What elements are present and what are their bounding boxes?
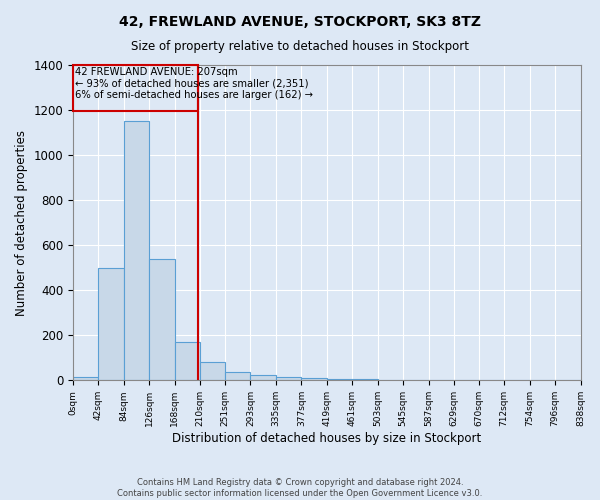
Bar [225,372,250,380]
Bar [175,342,200,380]
Text: 42, FREWLAND AVENUE, STOCKPORT, SK3 8TZ: 42, FREWLAND AVENUE, STOCKPORT, SK3 8TZ [119,15,481,29]
Text: Size of property relative to detached houses in Stockport: Size of property relative to detached ho… [131,40,469,53]
Bar [200,362,225,380]
X-axis label: Distribution of detached houses by size in Stockport: Distribution of detached houses by size … [172,432,481,445]
Bar [276,377,301,380]
Bar [301,378,327,380]
Text: 42 FREWLAND AVENUE: 207sqm
← 93% of detached houses are smaller (2,351)
6% of se: 42 FREWLAND AVENUE: 207sqm ← 93% of deta… [76,68,313,100]
Bar [98,268,124,380]
Bar [352,379,377,380]
Bar [149,258,175,380]
Bar [124,122,149,380]
Bar [73,377,98,380]
Bar [327,378,352,380]
Y-axis label: Number of detached properties: Number of detached properties [15,130,28,316]
Bar [250,374,276,380]
Bar [73,65,199,111]
Text: Contains HM Land Registry data © Crown copyright and database right 2024.
Contai: Contains HM Land Registry data © Crown c… [118,478,482,498]
